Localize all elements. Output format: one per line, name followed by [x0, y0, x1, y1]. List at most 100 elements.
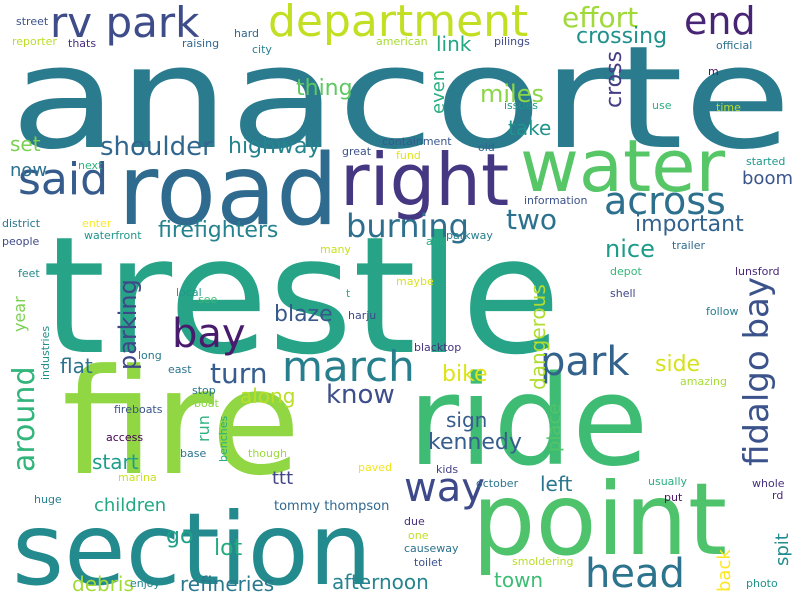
word: stop [192, 384, 216, 397]
word: fund [396, 149, 421, 162]
word: photo [746, 577, 778, 590]
word: t [346, 287, 351, 300]
word: reporter [12, 35, 57, 48]
word: head [585, 551, 685, 597]
word: around [7, 366, 42, 472]
word: start [92, 450, 139, 474]
word: bike [442, 362, 488, 387]
word: base [180, 447, 207, 460]
word: spit [772, 533, 793, 566]
word: ride [408, 350, 649, 494]
word: use [652, 99, 672, 112]
word: link [436, 32, 472, 56]
word: district [2, 217, 41, 230]
word: usually [648, 475, 688, 488]
word: paved [358, 461, 392, 474]
word: started [746, 155, 786, 168]
word: east [168, 363, 192, 376]
word: sign [446, 408, 488, 432]
word: enter [82, 217, 112, 230]
word: containment [382, 135, 452, 148]
word: thing [296, 76, 353, 101]
word: local [176, 286, 202, 299]
word: shell [610, 287, 636, 300]
word: kennedy [428, 430, 522, 455]
word: water [520, 124, 726, 208]
word: put [664, 491, 683, 504]
word: boat [194, 397, 219, 410]
word: great [342, 145, 372, 158]
word: follow [706, 305, 739, 318]
word: set [10, 132, 41, 156]
word: m [708, 65, 719, 78]
word: official [716, 39, 753, 52]
word: thats [68, 37, 97, 50]
word: fireboats [114, 403, 163, 416]
word: refineries [180, 572, 275, 596]
word: turn [210, 357, 268, 390]
word: rd [772, 489, 784, 502]
word: two [506, 203, 558, 236]
word: tommy thompson [274, 499, 390, 514]
word: department [268, 0, 529, 47]
word: benches [217, 415, 230, 462]
word: end [684, 0, 756, 43]
word: trestle [42, 203, 561, 391]
word: go [166, 524, 194, 549]
word: road [118, 134, 339, 248]
word: whole [752, 477, 785, 490]
word: miles [480, 80, 544, 108]
word: ago [426, 235, 447, 248]
word: waterfront [84, 229, 142, 242]
word: burning [346, 207, 469, 245]
word: left [540, 472, 573, 496]
word: take [508, 116, 552, 140]
word: effort [562, 1, 639, 34]
word: run [194, 415, 213, 442]
word: highway [228, 134, 321, 159]
word: year [10, 296, 29, 332]
word: depot [610, 265, 642, 278]
word: dangerous [526, 284, 550, 390]
word: now [10, 160, 48, 181]
word: toilet [414, 556, 443, 569]
word: access [106, 431, 144, 444]
word: rv park [50, 0, 200, 47]
word: parking [114, 279, 142, 370]
word: flat [60, 354, 93, 378]
word: information [524, 194, 588, 207]
word: fidalgo bay [737, 276, 777, 466]
word: old [478, 141, 495, 154]
word: point [472, 461, 728, 578]
word: blacktop [414, 341, 462, 354]
word: harju [348, 309, 377, 322]
word: section [12, 491, 373, 600]
word: across [604, 179, 726, 223]
word: afternoon [332, 570, 429, 594]
word: crossing [576, 24, 668, 49]
word: time [716, 101, 741, 114]
word: ttt [272, 468, 294, 489]
word: town [494, 568, 544, 592]
word: pilings [494, 35, 530, 48]
word: people [2, 235, 40, 248]
word: marina [118, 471, 157, 484]
word: lot [214, 536, 243, 561]
word: boom [742, 168, 793, 189]
word: children [94, 495, 167, 516]
word: firefighters [158, 218, 279, 243]
word: issues [504, 99, 538, 112]
word: nice [605, 235, 655, 263]
word: raising [182, 37, 220, 50]
word: trailer [672, 239, 705, 252]
word: right [340, 138, 510, 222]
word: city [252, 43, 272, 56]
word: cross [602, 50, 627, 108]
word: see [198, 293, 218, 306]
word: next [78, 159, 103, 172]
word: kids [436, 463, 459, 476]
word: though [248, 447, 287, 460]
word: important [635, 212, 744, 237]
word: huge [34, 493, 62, 506]
word: debris [72, 572, 134, 596]
